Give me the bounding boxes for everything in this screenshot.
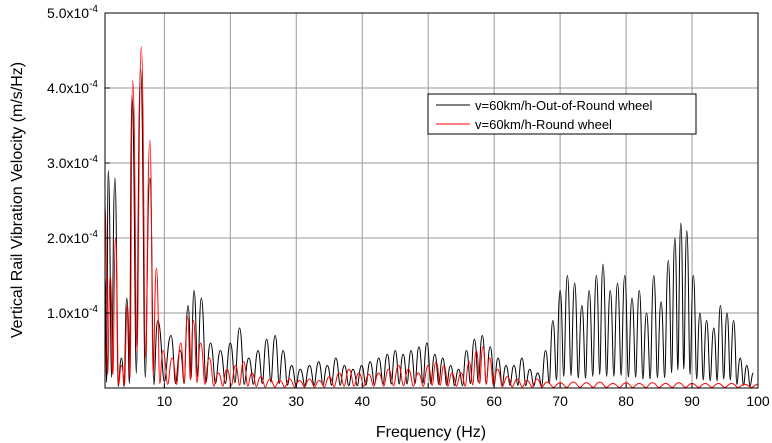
x-tick-label: 20 [223,393,239,409]
series-line-out-of-round-wheel [104,68,754,387]
x-tick-label: 50 [420,393,436,409]
plot-frame [104,12,759,389]
y-tick-label: 5.0x10-4 [47,4,98,21]
legend: v=60km/h-Out-of-Round wheel v=60km/h-Rou… [427,93,697,135]
y-tick-label: 3.0x10-4 [47,154,98,171]
x-tick-label: 100 [746,393,770,409]
x-tick-label: 10 [157,393,173,409]
legend-box [427,93,697,135]
y-axis-title: Vertical Rail Vibration Velocity (m/s/Hz… [9,62,26,338]
legend-label-out-of-round: v=60km/h-Out-of-Round wheel [475,98,653,113]
x-tick-label: 90 [684,393,700,409]
series-line-round-wheel [104,46,759,389]
y-tick-label: 1.0x10-4 [47,304,98,321]
x-tick-label: 70 [552,393,568,409]
x-tick-label: 40 [354,393,370,409]
tick-layer: 10 20 30 40 50 60 70 80 90 100 1.0x10-4 2.0x10-4 3.0… [47,4,770,409]
x-axis-title: Frequency (Hz) [376,424,486,441]
x-tick-label: 80 [618,393,634,409]
legend-label-round: v=60km/h-Round wheel [475,117,612,132]
x-tick-label: 60 [486,393,502,409]
x-tick-label: 30 [288,393,304,409]
y-tick-label: 2.0x10-4 [47,229,98,246]
series-layer [104,46,759,389]
grid-layer [105,13,758,388]
y-tick-label: 4.0x10-4 [47,79,98,96]
